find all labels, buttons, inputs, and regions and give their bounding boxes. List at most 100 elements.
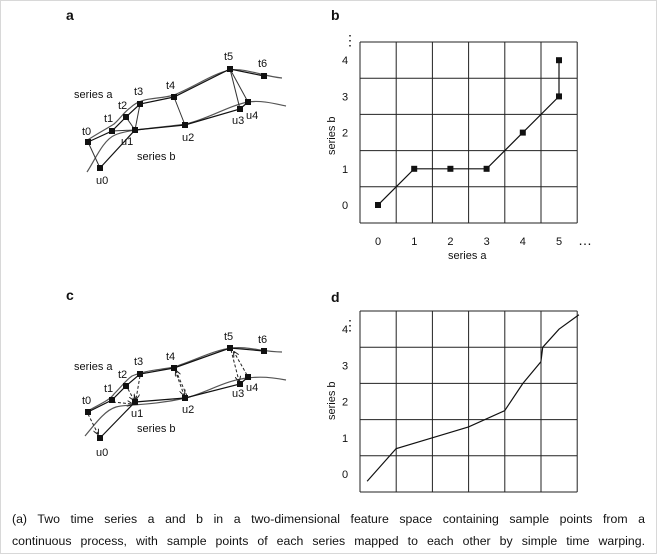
label-t6: t6 [258,58,267,70]
point-u1-c [132,399,138,405]
point-t6-c [261,348,267,354]
point-t6 [261,73,267,79]
series-b-label: series b [137,151,176,163]
path-point-b [519,129,526,136]
panel-b: b ⋮ 0 1 2 3 4 0 1 2 3 4 5 … series a series b [326,7,592,262]
point-labels-a: t0 t1 t2 t3 t4 t5 t6 u0 u1 u2 u3 u4 [82,51,267,187]
x-tick-label-b: 4 [520,236,526,248]
path-point-b [447,165,454,172]
path-points-b [375,57,562,208]
x-axis-label-b: series a [448,250,487,262]
y-tick-label-d: 3 [342,360,348,372]
point-u2-c [182,395,188,401]
series-a-label: series a [74,89,113,101]
panel-label-b: b [331,7,340,23]
point-labels-c: t0 t1 t2 t3 t4 t5 t6 u0 u1 u2 u3 u4 [82,331,267,459]
label-t6-c: t6 [258,334,267,346]
x-tick-label-b: 0 [375,236,381,248]
label-t4-c: t4 [166,351,175,363]
series-a-curve [85,69,283,142]
point-u0 [97,165,103,171]
y-tick-label-d: 4 [342,324,348,336]
path-point-b [411,165,418,172]
label-u4-c: u4 [246,382,258,394]
panel-d: d ⋮ 0 1 2 3 4 series b [326,289,580,493]
vertical-ellipsis-b: ⋮ [343,32,357,48]
series-b-label-c: series b [137,423,176,435]
label-t1-c: t1 [104,383,113,395]
label-u2-c: u2 [182,404,194,416]
x-tick-label-b: 5 [556,236,562,248]
x-tick-label-b: 3 [484,236,490,248]
label-u2: u2 [182,132,194,144]
point-u2 [182,122,188,128]
caption-line-1: (a) Two time series a and b in a two-dim… [12,512,645,526]
warping-curve-d [366,314,580,482]
label-t1: t1 [104,113,113,125]
point-t4 [171,94,177,100]
y-tick-label-d: 0 [342,469,348,481]
sample-points-a [85,66,267,171]
point-u4 [245,99,251,105]
label-u0: u0 [96,175,108,187]
y-ticks-d: 0 1 2 3 4 [342,324,348,481]
point-u1 [132,127,138,133]
x-tick-label-b: 2 [447,236,453,248]
point-t5 [227,66,233,72]
y-tick-label-d: 1 [342,433,348,445]
point-u0-c [97,435,103,441]
point-t1-c [109,397,115,403]
y-axis-label-b: series b [326,116,338,155]
correspondence-arrows-c [87,349,248,434]
panel-c: c series a s [66,287,287,459]
panel-label-a: a [66,7,74,23]
y-tick-label-b: 2 [342,128,348,140]
path-point-b [375,202,381,208]
panel-label-c: c [66,287,74,303]
path-point-b [483,165,490,172]
point-t2-c [123,383,129,389]
label-u1: u1 [121,136,133,148]
label-t0: t0 [82,126,91,138]
mapping-lines-a [87,68,249,169]
label-t2: t2 [118,100,127,112]
caption-line-2: continuous process, with sample points o… [12,534,645,548]
y-tick-label-b: 1 [342,164,348,176]
y-tick-label-b: 3 [342,91,348,103]
y-tick-label-b: 4 [342,55,348,67]
point-u3-c [237,381,243,387]
point-t3 [137,101,143,107]
point-t2 [123,114,129,120]
grid-d [359,310,578,493]
x-tick-label-b: 1 [411,236,417,248]
y-ticks-b: 0 1 2 3 4 [342,55,348,212]
point-t5-c [227,345,233,351]
series-a-curve-c [85,346,283,413]
label-t5-c: t5 [224,331,233,343]
label-t4: t4 [166,80,175,92]
vertical-ellipsis-d: ⋮ [343,317,357,333]
x-ellipsis-b: … [578,232,592,248]
sample-points-c [85,345,267,441]
point-u4-c [245,374,251,380]
path-point-b [556,57,562,64]
label-t2-c: t2 [118,369,127,381]
point-u3 [237,106,243,112]
point-t3-c [137,371,143,377]
label-t0-c: t0 [82,395,91,407]
label-u0-c: u0 [96,447,108,459]
series-a-label-c: series a [74,361,113,373]
point-t0-c [85,409,91,415]
panel-label-d: d [331,289,340,305]
label-u1-c: u1 [131,408,143,420]
label-t3-c: t3 [134,356,143,368]
figure-caption: (a) Two time series a and b in a two-dim… [12,508,645,552]
label-t3: t3 [134,86,143,98]
panel-a: a [66,7,287,187]
x-ticks-b: 0 1 2 3 4 5 [375,236,562,248]
figure: a [66,7,592,493]
y-axis-label-d: series b [326,381,338,420]
label-t5: t5 [224,51,233,63]
label-u3-c: u3 [232,388,244,400]
path-point-b [556,93,562,100]
